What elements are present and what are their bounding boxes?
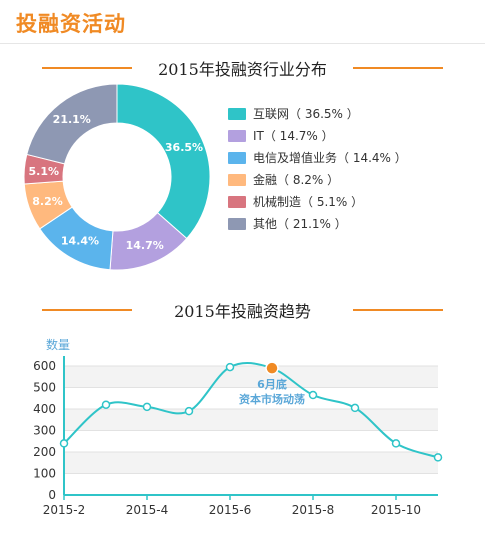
y-tick-label-0: 0: [48, 488, 56, 502]
data-point-2: [142, 402, 152, 412]
data-point-4: [225, 362, 235, 372]
legend-swatch-1: [228, 130, 246, 142]
title-rule-right: [353, 309, 443, 311]
pie-slice-0: [116, 83, 211, 240]
grid-band-3: [64, 409, 438, 431]
data-point-8: [391, 439, 401, 448]
line-section-title: 2015年投融资趋势: [0, 298, 485, 322]
title-rule-right: [353, 67, 443, 69]
legend-swatch-2: [228, 152, 246, 164]
title-rule-left: [42, 309, 132, 311]
investment-trend-line-chart: 0 100 200 300 400 500 600 数量 2015-2 2015-4 2015-6 2…: [33, 337, 443, 517]
y-tick-label-3: 300: [33, 424, 56, 438]
page-header: 投融资活动: [0, 0, 485, 44]
legend-label-4: 机械制造（ 5.1% ）: [253, 194, 363, 209]
trend-line: [63, 362, 439, 459]
grid-band-1: [64, 452, 438, 474]
data-point-9: [433, 453, 443, 462]
x-tick-label-3: 2015-8: [292, 503, 335, 517]
y-axis-label: 数量: [46, 337, 70, 352]
x-tick-label-2: 2015-6: [209, 503, 252, 517]
y-tick-label-4: 400: [33, 402, 56, 416]
pie-slice-label-2: 14.4%: [61, 234, 99, 247]
industry-donut-chart: 36.5% 14.7% 14.4% 8.2% 5.1% 21.1% 互联网（ 36.5% ）…: [23, 83, 407, 271]
legend-swatch-4: [228, 196, 246, 208]
pie-section-title: 2015年投融资行业分布: [0, 56, 485, 80]
pie-slice-label-0: 36.5%: [165, 141, 203, 154]
y-tick-label-6: 600: [33, 359, 56, 373]
x-tick-label-1: 2015-4: [126, 503, 169, 517]
annotation-line-2: 资本市场动荡: [239, 392, 305, 406]
annotation-line-1: 6月底: [257, 377, 287, 391]
data-point-1: [101, 400, 111, 409]
pie-slice-label-1: 14.7%: [126, 239, 164, 252]
data-point-6: [308, 390, 318, 400]
pie-slice-label-3: 8.2%: [32, 195, 63, 208]
x-tick-label-0: 2015-2: [43, 503, 86, 517]
line-section-label: 2015年投融资趋势: [174, 302, 311, 321]
y-tick-label-2: 200: [33, 445, 56, 459]
legend-swatch-5: [228, 218, 246, 230]
data-point-7: [350, 403, 360, 413]
legend-label-1: IT（ 14.7% ）: [253, 129, 334, 143]
legend-label-0: 互联网（ 36.5% ）: [253, 107, 359, 121]
legend-label-2: 电信及增值业务（ 14.4% ）: [253, 150, 407, 165]
pie-section-label: 2015年投融资行业分布: [158, 60, 327, 79]
grid-band-5: [64, 366, 438, 388]
legend-label-5: 其他（ 21.1% ）: [253, 217, 347, 231]
y-tick-label-5: 500: [33, 381, 56, 395]
legend-label-3: 金融（ 8.2% ）: [253, 172, 339, 187]
y-tick-label-1: 100: [33, 467, 56, 481]
x-tick-label-4: 2015-10: [371, 503, 421, 517]
data-point-3: [184, 406, 194, 416]
data-point-0: [59, 439, 69, 448]
pie-slice-label-4: 5.1%: [29, 165, 60, 178]
title-rule-left: [42, 67, 132, 69]
page-title: 投融资活动: [16, 12, 126, 36]
pie-slice-5: [26, 83, 118, 165]
legend-swatch-3: [228, 174, 246, 186]
legend-swatch-0: [228, 108, 246, 120]
highlight-point: [265, 361, 279, 375]
pie-slice-label-5: 21.1%: [53, 113, 91, 126]
